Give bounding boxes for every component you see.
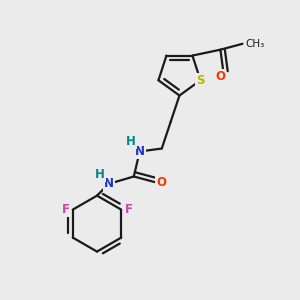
Text: F: F — [124, 203, 133, 216]
Text: N: N — [104, 177, 114, 190]
Text: O: O — [156, 176, 166, 189]
Text: N: N — [135, 145, 145, 158]
Text: CH₃: CH₃ — [245, 39, 265, 49]
Text: S: S — [196, 74, 205, 87]
Text: H: H — [95, 168, 105, 181]
Text: F: F — [61, 203, 69, 216]
Text: H: H — [126, 135, 136, 148]
Text: O: O — [215, 70, 225, 83]
